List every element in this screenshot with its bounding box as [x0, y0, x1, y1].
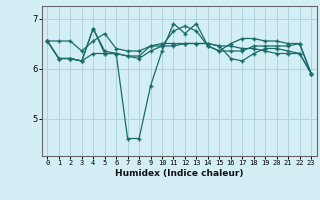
- X-axis label: Humidex (Indice chaleur): Humidex (Indice chaleur): [115, 169, 244, 178]
